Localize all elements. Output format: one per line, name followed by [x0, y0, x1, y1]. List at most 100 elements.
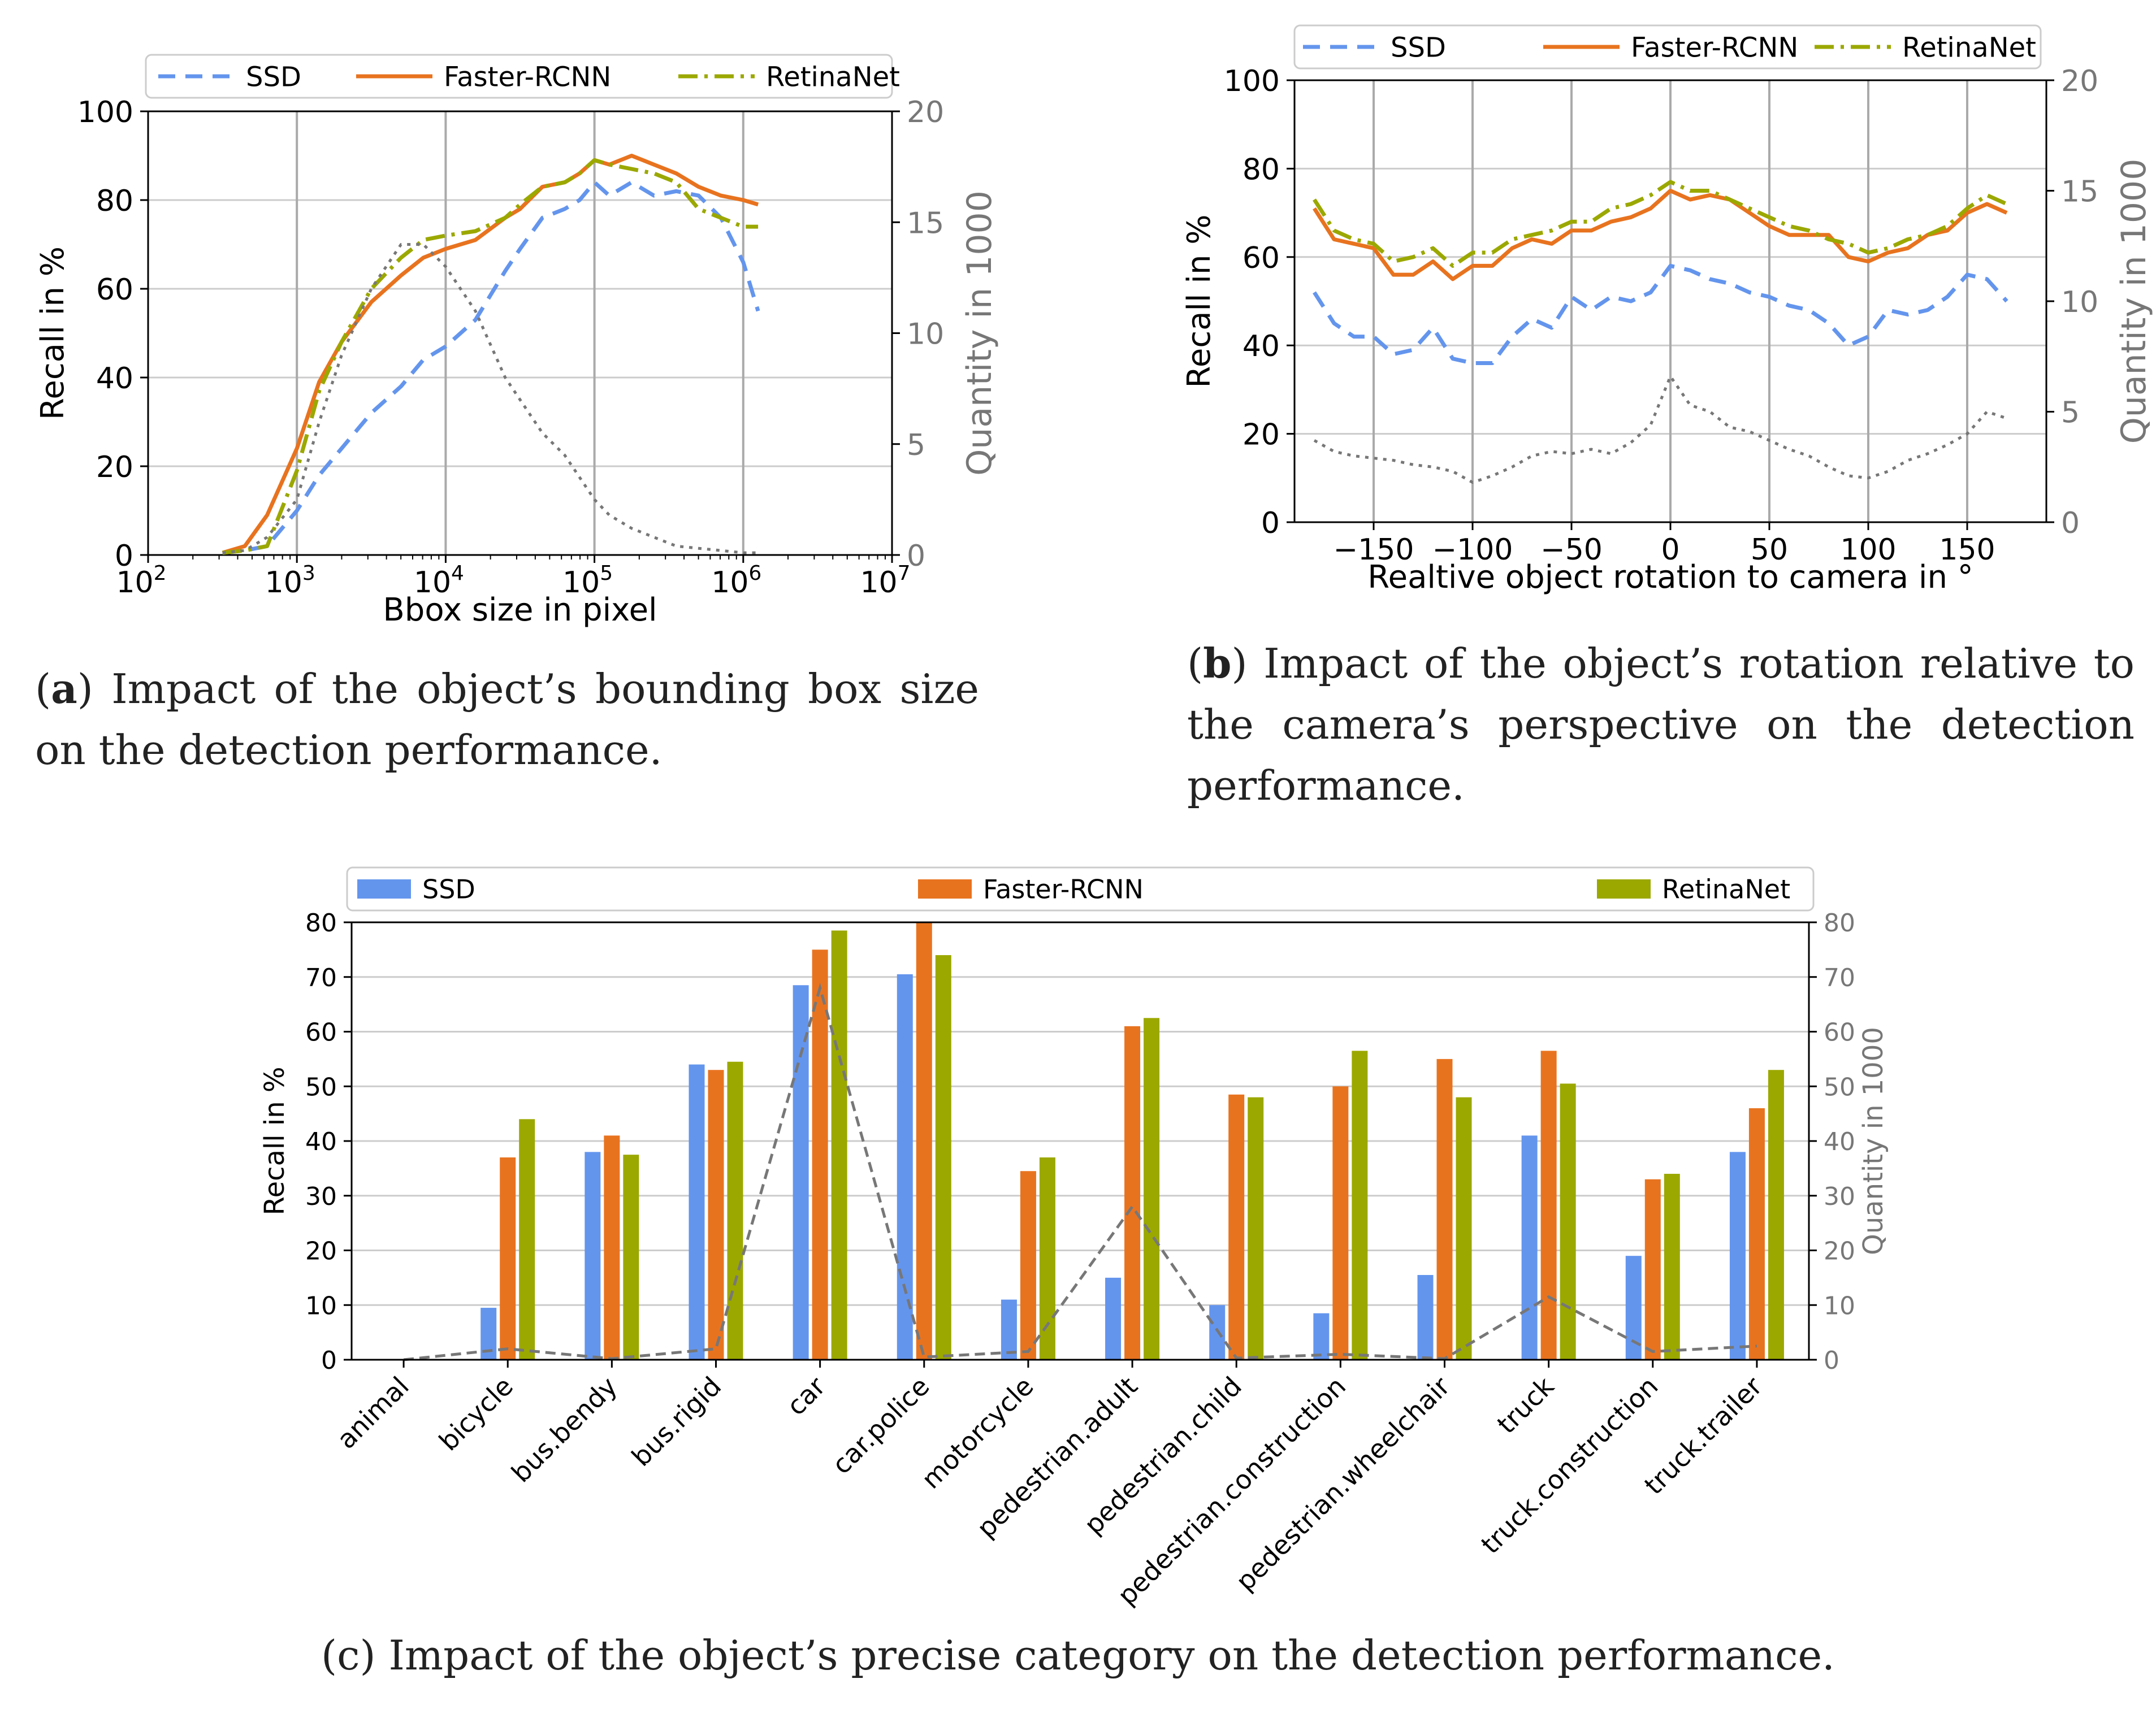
chart-b-legend-label-retinanet: RetinaNet	[1902, 32, 2036, 63]
chart-a-y2label: Quantity in 1000	[960, 190, 999, 476]
chart-a-ytick-label: 0	[115, 539, 133, 573]
chart-c-bar-faster-rcnn-pedestrian-construction	[1332, 1086, 1349, 1360]
caption-b-text: Impact of the object’s rotation relative…	[1187, 640, 2135, 809]
caption-c: (c) Impact of the object’s precise categ…	[321, 1632, 1835, 1679]
chart-c-ytick-label: 20	[305, 1237, 337, 1266]
chart-a-y2tick-label: 10	[907, 318, 944, 352]
chart-b-series-faster-rcnn	[1313, 189, 2008, 281]
chart-a-plot: 0 20 40 60 80 100 0 5 10 15 20 Recall in % Quantity …	[34, 96, 999, 628]
chart-c-xtick-label: car	[781, 1371, 831, 1421]
chart-b-legend-frame	[1293, 24, 2042, 70]
chart-c-bar-ssd-truck-trailer	[1729, 1152, 1746, 1360]
chart-c-bar-retinanet-car	[831, 930, 847, 1360]
chart-c-bar-ssd-bus-bendy	[585, 1152, 601, 1360]
chart-c-ylabel: Recall in %	[259, 1066, 291, 1215]
chart-c-ytick-label: 60	[305, 1018, 337, 1047]
chart-b-xlabel: Realtive object rotation to camera in °	[1367, 559, 1973, 596]
chart-c-xtick-label: animal	[331, 1371, 414, 1455]
caption-c-label: c	[337, 1632, 360, 1679]
chart-a-legend-frame	[145, 54, 893, 99]
chart-c-y2tick-label: 20	[1824, 1237, 1855, 1266]
chart-c-bar-ssd-bus-rigid	[689, 1064, 705, 1360]
chart-b-ytick-label: 40	[1242, 329, 1280, 363]
chart-b-ytick-label: 0	[1261, 506, 1280, 540]
chart-c-y2tick-label: 30	[1824, 1182, 1855, 1211]
chart-c-bar-retinanet-car-police	[935, 955, 951, 1360]
chart-a-legend-label-ssd: SSD	[246, 61, 301, 93]
chart-b-y2tick-label: 5	[2061, 396, 2080, 430]
chart-a-y2tick-label: 5	[907, 428, 925, 462]
chart-c-bar-ssd-car-police	[897, 974, 913, 1360]
chart-b-xtick-label: 0	[1661, 533, 1679, 567]
chart-c-bar-faster-rcnn-truck	[1540, 1051, 1557, 1360]
chart-c-bar-faster-rcnn-pedestrian-child	[1228, 1094, 1245, 1360]
chart-b-legend-label-faster-rcnn: Faster-RCNN	[1631, 32, 1798, 63]
chart-c-y2tick-label: 0	[1824, 1346, 1839, 1375]
chart-c-xtick-label: bicycle	[433, 1371, 519, 1457]
chart-c-series-quantity	[403, 982, 1757, 1361]
chart-a-legend-label-retinanet: RetinaNet	[766, 61, 900, 93]
chart-a-ytick-label: 20	[96, 450, 133, 484]
chart-c-bar-retinanet-bus-bendy	[623, 1155, 639, 1360]
chart-a-ytick-label: 40	[96, 362, 133, 396]
chart-c-legend-label-ssd: SSD	[422, 874, 475, 905]
chart-c-bar-retinanet-pedestrian-adult	[1144, 1018, 1160, 1360]
chart-c-xtick-label: truck	[1491, 1370, 1560, 1439]
chart-c-ytick-label: 70	[305, 964, 337, 992]
chart-b-ytick-label: 60	[1242, 241, 1280, 275]
chart-c-xtick-label: pedestrian.wheelchair	[1230, 1371, 1456, 1597]
chart-a-series-quantity	[222, 243, 759, 554]
chart-c-bar-ssd-pedestrian-construction	[1313, 1313, 1330, 1360]
chart-b-ylabel: Recall in %	[1181, 215, 1218, 388]
chart-c-y2tick-label: 80	[1824, 909, 1855, 938]
caption-a: (a) Impact of the object’s bounding box …	[35, 665, 979, 774]
chart-b-xtick-label: 100	[1840, 533, 1896, 567]
chart-b-xtick-label: 50	[1751, 533, 1788, 567]
chart-c-bar-ssd-car	[793, 985, 809, 1360]
chart-c-ytick-label: 30	[305, 1182, 337, 1211]
chart-b-ytick-label: 100	[1224, 64, 1280, 98]
chart-c-bar-retinanet-bicycle	[519, 1119, 535, 1360]
chart-b-ytick-label: 20	[1242, 418, 1280, 452]
chart-b-legend-label-ssd: SSD	[1391, 32, 1446, 63]
caption-a-text: Impact of the object’s bounding box size…	[35, 665, 979, 774]
chart-c-y2tick-label: 50	[1824, 1073, 1855, 1101]
caption-b: (b) Impact of the object’s rotation rela…	[1187, 639, 2135, 809]
chart-a-y2tick-label: 15	[907, 206, 944, 240]
chart-c-bar-ssd-motorcycle	[1001, 1299, 1017, 1360]
chart-c-y2tick-label: 70	[1824, 964, 1855, 992]
chart-c-bar-retinanet-truck	[1560, 1083, 1576, 1360]
chart-c-ytick-label: 0	[321, 1346, 337, 1375]
chart-a-xtick-label: 107	[860, 562, 910, 600]
chart-a-series-faster-rcnn	[222, 154, 759, 555]
chart-a-xtick-label: 103	[265, 562, 315, 600]
chart-c-xtick-label: car.police	[826, 1371, 935, 1480]
chart-a-series-retinanet	[222, 158, 759, 555]
chart-c-bar-faster-rcnn-pedestrian-wheelchair	[1436, 1059, 1453, 1360]
chart-a-y2tick-label: 20	[907, 96, 944, 129]
caption-a-label: a	[51, 665, 77, 713]
chart-c-ytick-label: 80	[305, 909, 337, 938]
chart-b-plot: 0 20 40 60 80 100 0 5 10 15 20 Recall in % Quantity …	[1181, 64, 2154, 596]
chart-c-bar-retinanet-truck-construction	[1664, 1174, 1680, 1360]
chart-c-bar-retinanet-pedestrian-child	[1248, 1097, 1264, 1360]
chart-c-legend-swatch-retinanet	[1597, 879, 1651, 899]
caption-c-text: Impact of the object’s precise category …	[375, 1632, 1835, 1679]
chart-a-ytick-label: 60	[96, 273, 133, 307]
chart-a-legend-label-faster-rcnn: Faster-RCNN	[444, 61, 611, 93]
chart-c-bar-faster-rcnn-bus-rigid	[708, 1070, 724, 1360]
chart-b-y2label: Quantity in 1000	[2114, 159, 2154, 444]
chart-b-y2tick-label: 0	[2061, 506, 2080, 540]
chart-c-bar-faster-rcnn-car-police	[916, 922, 932, 1360]
chart-c-bar-faster-rcnn-bus-bendy	[604, 1135, 620, 1360]
chart-c-bar-retinanet-truck-trailer	[1768, 1070, 1784, 1360]
chart-c-bar-faster-rcnn-car	[812, 949, 828, 1360]
chart-a-ytick-label: 80	[96, 184, 133, 218]
chart-c-legend-frame	[346, 866, 1815, 912]
chart-c-ytick-label: 50	[305, 1073, 337, 1101]
caption-b-label: b	[1203, 639, 1232, 687]
chart-b-series-ssd	[1313, 263, 2008, 365]
chart-c-bar-faster-rcnn-truck-construction	[1644, 1179, 1661, 1360]
chart-c-bar-faster-rcnn-pedestrian-adult	[1124, 1026, 1141, 1360]
chart-c-y2tick-label: 10	[1824, 1291, 1855, 1320]
